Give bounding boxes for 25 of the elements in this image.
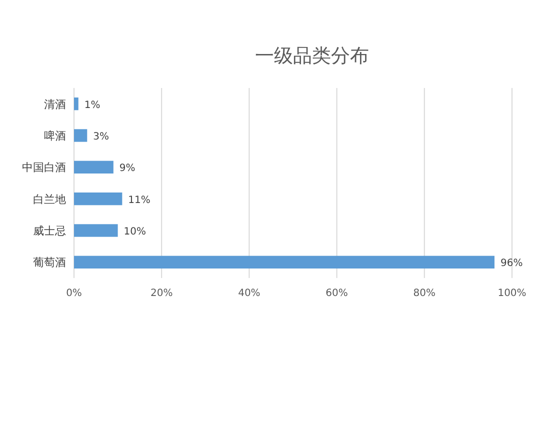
x-tick-label: 80%: [413, 288, 436, 299]
bar: [74, 98, 78, 110]
x-tick-label: 20%: [150, 288, 173, 299]
bar: [74, 224, 118, 237]
data-label: 11%: [128, 194, 150, 206]
y-tick-label: 威士忌: [33, 224, 66, 238]
x-tick-label: 40%: [238, 288, 260, 299]
y-tick-label: 中国白酒: [22, 161, 66, 174]
y-tick-label: 啤酒: [44, 130, 66, 142]
bar: [74, 129, 88, 142]
y-tick-label: 白兰地: [33, 192, 66, 206]
bar: [74, 160, 114, 174]
data-label: 96%: [500, 258, 523, 270]
data-label: 3%: [93, 132, 110, 142]
chart-title: 一级品类分布: [255, 45, 369, 67]
y-tick-label: 清酒: [44, 98, 66, 111]
x-tick-label: 0%: [66, 288, 82, 299]
x-tick-label: 60%: [326, 288, 348, 299]
bar: [74, 256, 494, 268]
data-label: 9%: [119, 163, 136, 174]
data-label: 1%: [84, 100, 100, 111]
x-tick-label: 100%: [498, 288, 526, 299]
y-tick-label: 葡萄酒: [33, 256, 66, 270]
bar: [74, 192, 122, 206]
data-label: 10%: [124, 226, 146, 238]
